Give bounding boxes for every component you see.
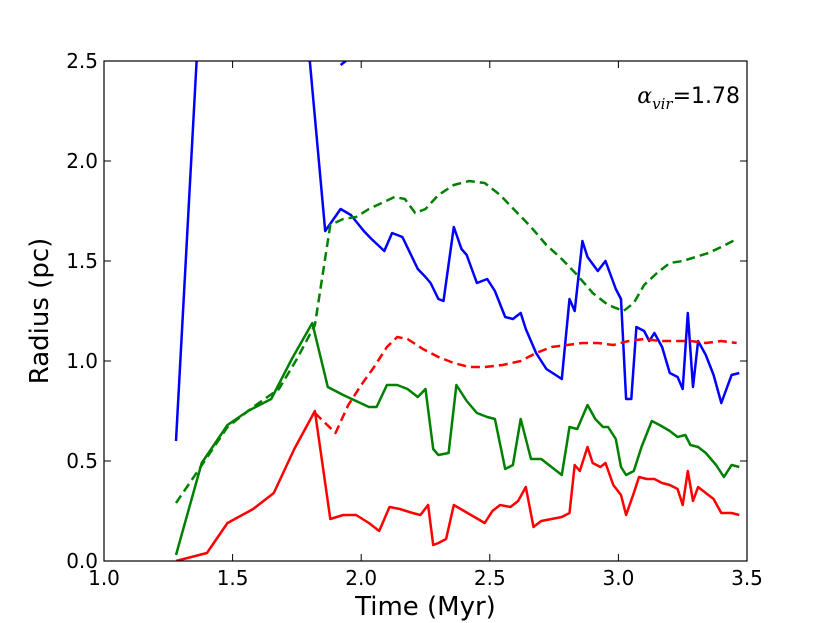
annotation-subscript: vir xyxy=(652,95,673,113)
series-1-line xyxy=(174,321,740,556)
y-tick-label-4: 2.0 xyxy=(66,149,98,173)
axes-frame xyxy=(103,60,748,562)
series-2-line xyxy=(175,409,740,561)
series-0-line xyxy=(174,61,198,442)
y-tick-label-0: 0.0 xyxy=(66,549,98,573)
annotation-value: =1.78 xyxy=(673,84,740,109)
series-4-line xyxy=(314,335,737,435)
x-tick-label-2: 2.0 xyxy=(345,566,377,590)
x-tick-label-4: 3.0 xyxy=(602,566,634,590)
y-axis-label: Radius (pc) xyxy=(25,238,55,385)
x-tick-label-3: 2.5 xyxy=(474,566,506,590)
y-tick-label-3: 1.5 xyxy=(66,249,98,273)
series-3-line xyxy=(174,179,738,504)
y-tick-label-1: 0.5 xyxy=(66,449,98,473)
alpha-vir-annotation: αvir=1.78 xyxy=(637,84,740,113)
y-tick-label-5: 2.5 xyxy=(66,49,98,73)
series-layer xyxy=(174,61,740,561)
y-tick-label-2: 1.0 xyxy=(66,349,98,373)
x-tick-label-0: 1.0 xyxy=(88,566,120,590)
x-axis-label: Time (Myr) xyxy=(354,592,496,622)
tick-layer: 1.0 1.5 2.0 2.5 3.0 3.5 0.0 0.5 1.0 1.5 2.0 2.5 xyxy=(66,49,763,590)
x-tick-label-1: 1.5 xyxy=(217,566,249,590)
series-0-line-2 xyxy=(339,61,347,66)
series-0-line-1 xyxy=(308,61,740,405)
x-tick-label-5: 3.5 xyxy=(731,566,763,590)
annotation-symbol: α xyxy=(637,84,652,109)
